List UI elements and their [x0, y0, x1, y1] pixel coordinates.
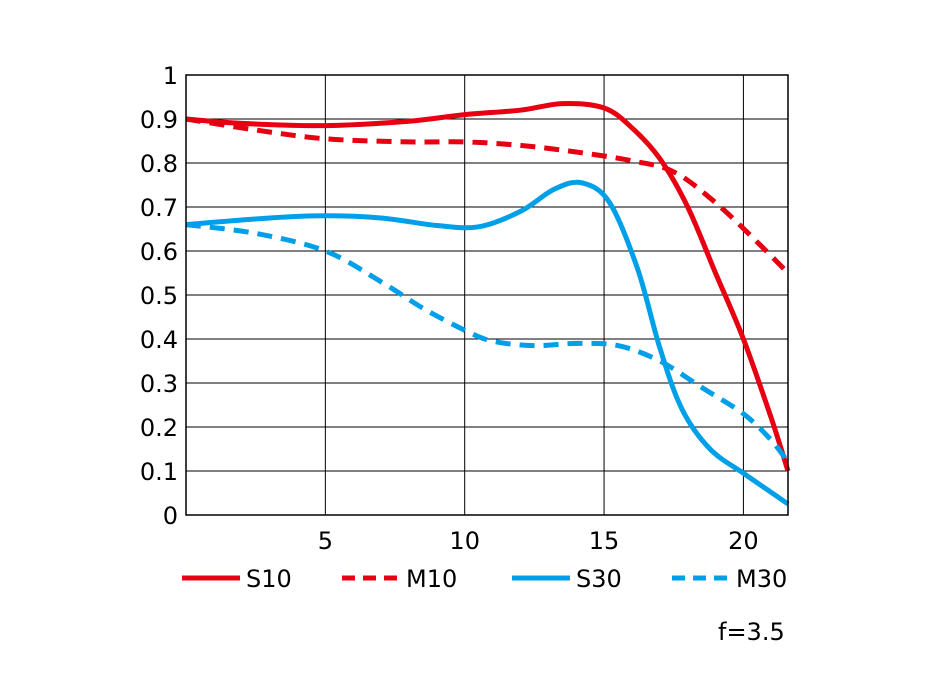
legend-label-s30: S30: [576, 565, 622, 593]
series-lines: [185, 101, 791, 507]
legend-label-s10: S10: [246, 565, 292, 593]
y-tick-label: 0.6: [140, 238, 178, 266]
aperture-annotation: f=3.5: [718, 618, 785, 646]
x-tick-label: 15: [589, 527, 620, 555]
y-tick-label: 1: [163, 62, 178, 90]
y-tick-label: 0: [163, 502, 178, 530]
series-line-m10: [185, 116, 790, 275]
y-tick-label: 0.8: [140, 150, 178, 178]
y-tick-label: 0.9: [140, 106, 178, 134]
plot-frame: [185, 74, 789, 516]
y-tick-label: 0.1: [140, 458, 178, 486]
y-tick-label: 0.5: [140, 282, 178, 310]
x-tick-label: 10: [449, 527, 480, 555]
series-line-m30: [185, 222, 791, 464]
grid-lines: [186, 75, 788, 515]
y-tick-label: 0.7: [140, 194, 178, 222]
legend: S10 M10 S30 M30: [182, 565, 787, 593]
y-tick-label: 0.3: [140, 370, 178, 398]
legend-label-m10: M10: [406, 565, 457, 593]
series-line-s10: [185, 101, 791, 472]
x-tick-label: 20: [728, 527, 759, 555]
y-tick-label: 0.2: [140, 414, 178, 442]
x-tick-label: 5: [318, 527, 333, 555]
y-tick-label: 0.4: [140, 326, 178, 354]
x-axis-tick-labels: 5 10 15 20: [318, 527, 759, 555]
legend-label-m30: M30: [736, 565, 787, 593]
series-line-s30: [185, 179, 790, 507]
y-axis-tick-labels: 0 0.1 0.2 0.3 0.4 0.5 0.6 0.7 0.8 0.9 1: [140, 62, 178, 530]
